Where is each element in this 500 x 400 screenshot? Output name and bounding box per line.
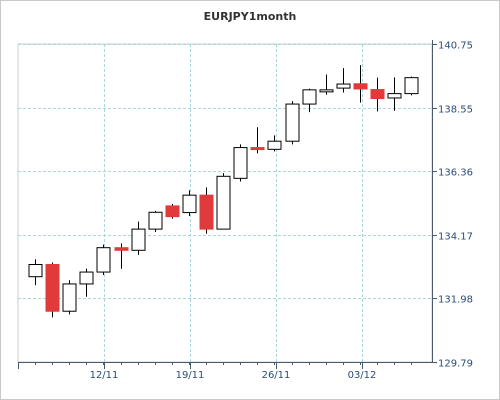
candle-body-up [404,77,419,95]
candle-body-down [45,264,60,312]
x-tick-label: 03/12 [348,370,377,381]
candle-body-up [216,175,231,230]
x-tick-label: 26/11 [262,370,291,381]
y-tick-label: 138.55 [438,105,473,116]
candle [62,280,77,315]
candle-body-down [114,247,129,251]
candle [267,135,282,152]
candle [96,244,111,275]
y-tick-label: 134.17 [438,232,473,243]
candle-body-down [250,147,265,151]
labels-layer: 129.79 131.98 134.17 136.36 138.55 140.75 12/1… [90,41,473,382]
candle-body-down [370,89,385,100]
candle-body-up [182,194,197,214]
candle-body-down [353,83,368,90]
candle [353,65,368,103]
candle-body-up [233,147,248,179]
candle-body-up [148,211,163,230]
candle [199,187,214,234]
candle [79,268,94,297]
x-tick-label: 19/11 [176,370,205,381]
candle [165,203,180,219]
candle-body-up [387,93,402,99]
candle [285,101,300,145]
candle [336,68,351,93]
candle-body-up [131,228,146,251]
x-tick-label: 12/11 [90,370,119,381]
candle-body-up [285,103,300,142]
grid-layer [17,43,433,363]
candle-body-up [336,83,351,89]
candle [182,190,197,217]
candle [319,74,334,95]
candle [114,243,129,269]
candle-body-down [199,194,214,230]
y-tick-label: 136.36 [438,168,473,179]
candle [45,262,60,318]
candle-body-up [96,247,111,273]
candle [216,173,231,230]
y-tick-label: 140.75 [438,41,473,52]
candle [370,77,385,112]
y-tick-label: 131.98 [438,295,473,306]
chart-title: EURJPY1month [203,10,297,23]
candle [302,88,317,113]
axes-layer [18,40,437,369]
candle-body-up [28,264,43,278]
candle [233,144,248,182]
candle-body-up [319,89,334,93]
candle-body-up [62,283,77,312]
candle [28,259,43,286]
candle-body-up [302,89,317,105]
y-tick-label: 129.79 [438,359,473,370]
candle-body-down [165,205,180,218]
candle [148,210,163,233]
candle [250,127,265,154]
candle [131,221,146,255]
candles-layer [28,65,419,318]
candle-body-up [79,271,94,285]
candle [387,77,402,111]
candle-body-up [267,140,282,150]
candle [404,76,419,96]
